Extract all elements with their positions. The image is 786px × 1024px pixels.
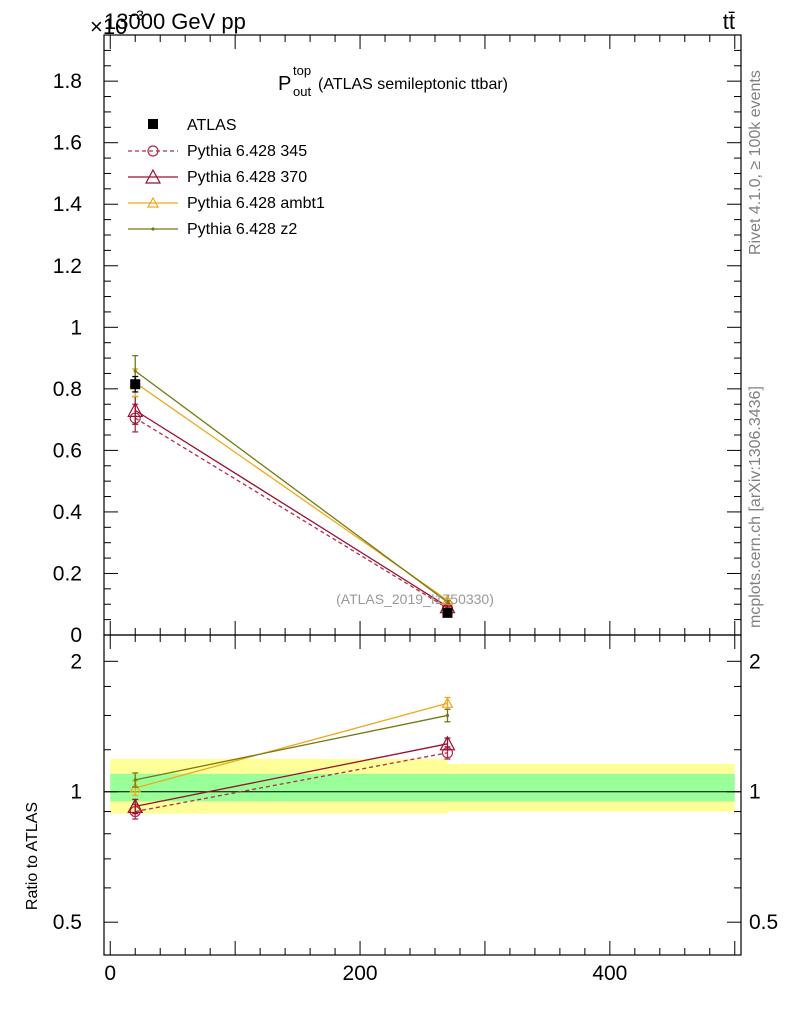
legend-label-ambt1: Pythia 6.428 ambt1: [187, 195, 325, 212]
ratio-y-tick-label-right: 0.5: [749, 911, 778, 934]
main-point-atlas: [442, 607, 453, 618]
legend-entry-z2: Pythia 6.428 z2: [128, 221, 297, 238]
ratio-line-p370: [135, 743, 448, 808]
ratio-y-tick-label-left: 1: [70, 781, 82, 804]
main-point-atlas: [130, 379, 141, 390]
main-y-tick-label: 0.4: [53, 501, 83, 524]
legend-label-p345: Pythia 6.428 345: [187, 143, 307, 160]
ratio-y-tick-label-right: 1: [749, 781, 761, 804]
ratio-y-tick-label-left: 2: [70, 650, 82, 673]
rivet-label: Rivet 4.1.0, ≥ 100k events: [747, 70, 764, 255]
main-y-tick-label: 1.6: [53, 132, 82, 155]
main-line-p370: [134, 409, 448, 608]
ratio-series-lines: [135, 702, 448, 813]
ratio-point-p370: [127, 798, 144, 814]
legend-entry-atlas: ATLAS: [148, 117, 237, 134]
main-point-z2: [133, 369, 137, 373]
plot-title-main: P: [278, 73, 291, 95]
ratio-line-p345: [135, 752, 448, 813]
ratio-axis-title: Ratio to ATLAS: [24, 802, 41, 910]
ratio-band-inner: [110, 773, 448, 802]
legend-marker-atlas: [148, 119, 158, 129]
ratio-point-ambt1: [441, 697, 454, 708]
plot-title-sub: out: [293, 84, 311, 99]
ratio-y-tick-label-left: 0.5: [53, 911, 82, 934]
y-exponent-power: −3: [128, 7, 144, 23]
legend-label-p370: Pythia 6.428 370: [187, 169, 307, 186]
main-y-tick-label: 0: [70, 624, 82, 647]
legend-label-z2: Pythia 6.428 z2: [187, 221, 297, 238]
main-y-tick-label: 0.6: [53, 439, 82, 462]
ratio-x-tick-label: 0: [104, 962, 116, 985]
analysis-reference: (ATLAS_2019_I1750330): [336, 591, 494, 607]
ratio-y-tick-label-right: 2: [749, 650, 761, 673]
ratio-series-markers: [127, 696, 456, 820]
mcplots-label: mcplots.cern.ch [arXiv:1306.3436]: [747, 386, 764, 628]
plot-title-sup: top: [293, 63, 311, 78]
legend-entry-p370: Pythia 6.428 370: [128, 168, 307, 186]
ratio-point-z2: [445, 713, 450, 718]
main-line-z2: [134, 370, 448, 603]
ratio-uncertainty-bands: [110, 759, 735, 814]
main-y-tick-label: 0.8: [53, 378, 82, 401]
legend-marker-p345: [147, 145, 159, 157]
main-y-tick-label: 1.2: [53, 255, 82, 278]
legend-marker-p370: [144, 168, 162, 184]
main-series-lines: [134, 370, 448, 609]
main-series-markers: [127, 354, 456, 618]
ratio-x-tick-label: 200: [343, 962, 378, 985]
energy-title: 13000 GeV pp: [104, 9, 246, 34]
legend-entry-p345: Pythia 6.428 345: [128, 143, 307, 160]
ratio-line-z2: [135, 714, 448, 781]
ratio-x-tick-label: 400: [592, 962, 627, 985]
main-axes: 0 0.2 0.4 0.6 0.8 1 1.2 1.4 1.6 1.8: [53, 34, 742, 647]
main-y-tick-label: 1.8: [53, 70, 82, 93]
ratio-line-ambt1: [135, 702, 448, 789]
ratio-axes: 0.5 0.5 1 1 2 2 0 200 400: [53, 634, 778, 985]
main-panel: 0 0.2 0.4 0.6 0.8 1 1.2 1.4 1.6 1.8 P top out (AT…: [53, 34, 742, 647]
legend-entry-ambt1: Pythia 6.428 ambt1: [128, 195, 325, 212]
ratio-point-p370: [439, 735, 456, 751]
main-line-p345: [134, 417, 448, 609]
main-y-tick-label: 1: [70, 316, 82, 339]
legend-label-atlas: ATLAS: [187, 117, 237, 134]
legend: ATLAS Pythia 6.428 345 Pythia 6.428 370 …: [128, 117, 325, 238]
ratio-panel: 0.5 0.5 1 1 2 2 0 200 400 Ratio to ATLAS: [24, 634, 778, 985]
plot-title-rest: (ATLAS semileptonic ttbar): [318, 76, 508, 93]
ratio-frame: [103, 634, 742, 956]
ratio-point-z2: [133, 778, 137, 782]
legend-marker-ambt1: [146, 196, 160, 208]
main-y-tick-label: 0.2: [53, 562, 82, 585]
process-title: tt̄: [723, 9, 735, 34]
main-y-tick-label: 1.4: [53, 193, 83, 216]
ratio-band-inner: [447, 773, 735, 802]
main-point-p370: [127, 402, 144, 417]
legend-marker-z2: [151, 227, 155, 231]
main-point-z2: [445, 600, 450, 604]
